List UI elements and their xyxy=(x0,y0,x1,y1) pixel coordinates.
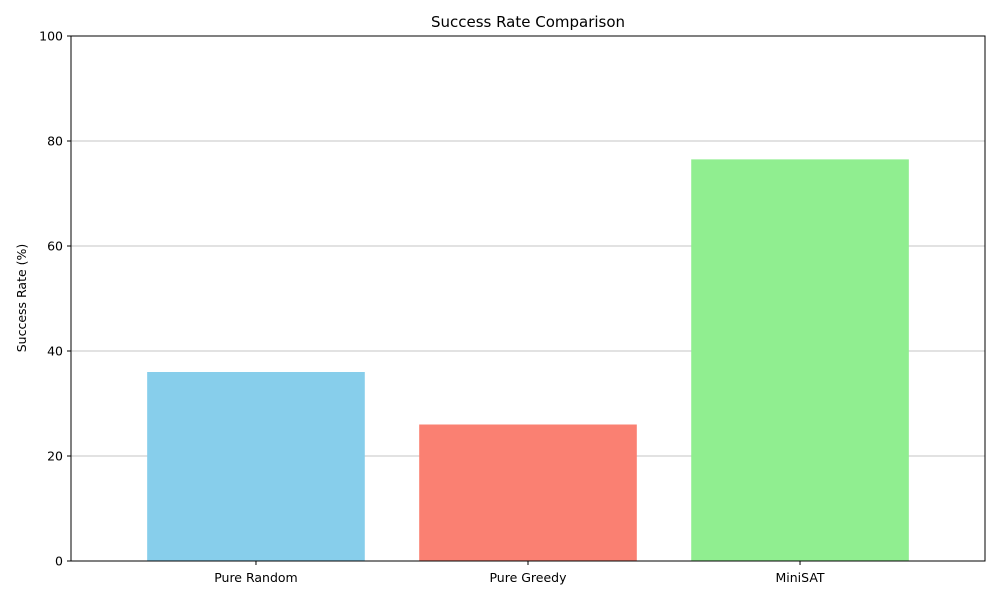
y-tick-label: 0 xyxy=(55,554,63,569)
y-axis-ticks: 0 20 40 60 80 100 xyxy=(39,29,71,569)
bar-pure-random xyxy=(147,372,365,561)
y-tick-label: 60 xyxy=(47,239,63,254)
y-tick-label: 100 xyxy=(39,29,63,44)
y-axis-label: Success Rate (%) xyxy=(14,244,29,353)
bar-minisat xyxy=(691,159,909,561)
x-tick-label: Pure Random xyxy=(214,570,298,585)
bars xyxy=(147,159,909,561)
bar-pure-greedy xyxy=(419,424,637,561)
y-tick-label: 20 xyxy=(47,449,63,464)
x-tick-label: MiniSAT xyxy=(776,570,825,585)
chart-title: Success Rate Comparison xyxy=(431,13,625,31)
x-axis-ticks: Pure Random Pure Greedy MiniSAT xyxy=(214,561,825,585)
y-tick-label: 40 xyxy=(47,344,63,359)
y-tick-label: 80 xyxy=(47,134,63,149)
x-tick-label: Pure Greedy xyxy=(489,570,567,585)
